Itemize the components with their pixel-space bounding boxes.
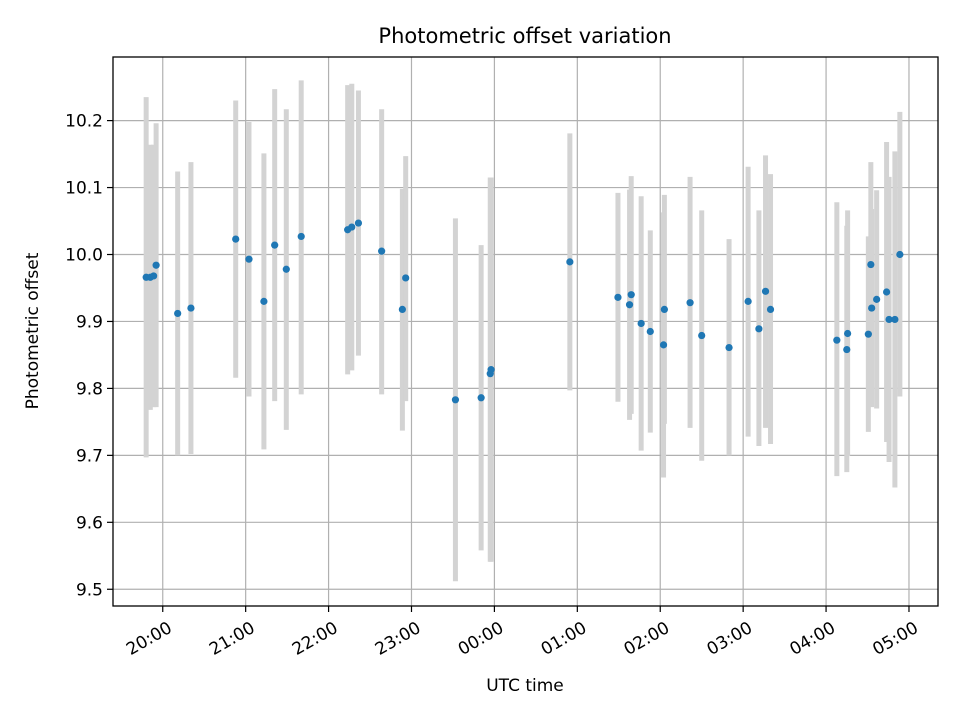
data-point [885,315,893,324]
data-points [142,219,904,404]
data-point [271,241,279,249]
data-point [378,247,386,255]
data-point [867,260,875,269]
data-point [833,336,841,344]
data-point [766,305,775,314]
y-tick-label: 9.7 [76,446,103,466]
data-point [174,309,182,318]
data-point [487,366,495,374]
data-point [744,297,752,305]
data-point [844,329,852,338]
x-axis-label: UTC time [486,676,564,696]
data-point [896,250,904,259]
y-tick-label: 9.9 [76,312,103,332]
data-point [864,330,872,338]
data-point [232,235,240,243]
y-axis-label: Photometric offset [23,252,43,409]
data-point [566,258,574,266]
data-point [297,232,305,241]
data-point [150,272,158,280]
y-tick-label: 10.0 [65,246,103,266]
data-point [402,274,410,282]
y-tick-label: 9.6 [76,513,103,533]
y-tick-label: 9.5 [76,580,103,600]
data-point [843,345,851,354]
plot-frame [112,56,939,607]
data-point [659,341,668,349]
data-point [348,223,356,231]
y-axis-ticks: 9.5 9.6 9.7 9.8 9.9 10.0 10.1 10.2 [65,112,113,600]
data-point [398,305,406,314]
data-point [614,293,622,301]
data-point [627,291,635,299]
data-point [755,325,763,333]
data-point [698,331,706,340]
data-point [891,315,899,324]
data-point [725,343,733,352]
y-tick-label: 9.8 [76,379,103,399]
chart-title: Photometric offset variation [378,24,671,48]
data-point [660,305,668,314]
data-point [354,219,363,227]
data-point [282,265,290,273]
data-point [260,297,268,305]
data-point [637,319,645,328]
data-point [451,396,460,404]
data-point [477,394,485,402]
y-tick-label: 10.2 [65,112,103,132]
data-point [245,255,253,263]
data-point [761,287,770,295]
y-tick-label: 10.1 [65,179,103,199]
data-point [187,304,195,312]
data-point [625,301,634,309]
data-point [873,295,881,303]
data-point [882,288,891,296]
data-point [152,261,160,269]
data-point [868,304,876,312]
data-point [646,327,654,336]
data-point [686,299,694,307]
